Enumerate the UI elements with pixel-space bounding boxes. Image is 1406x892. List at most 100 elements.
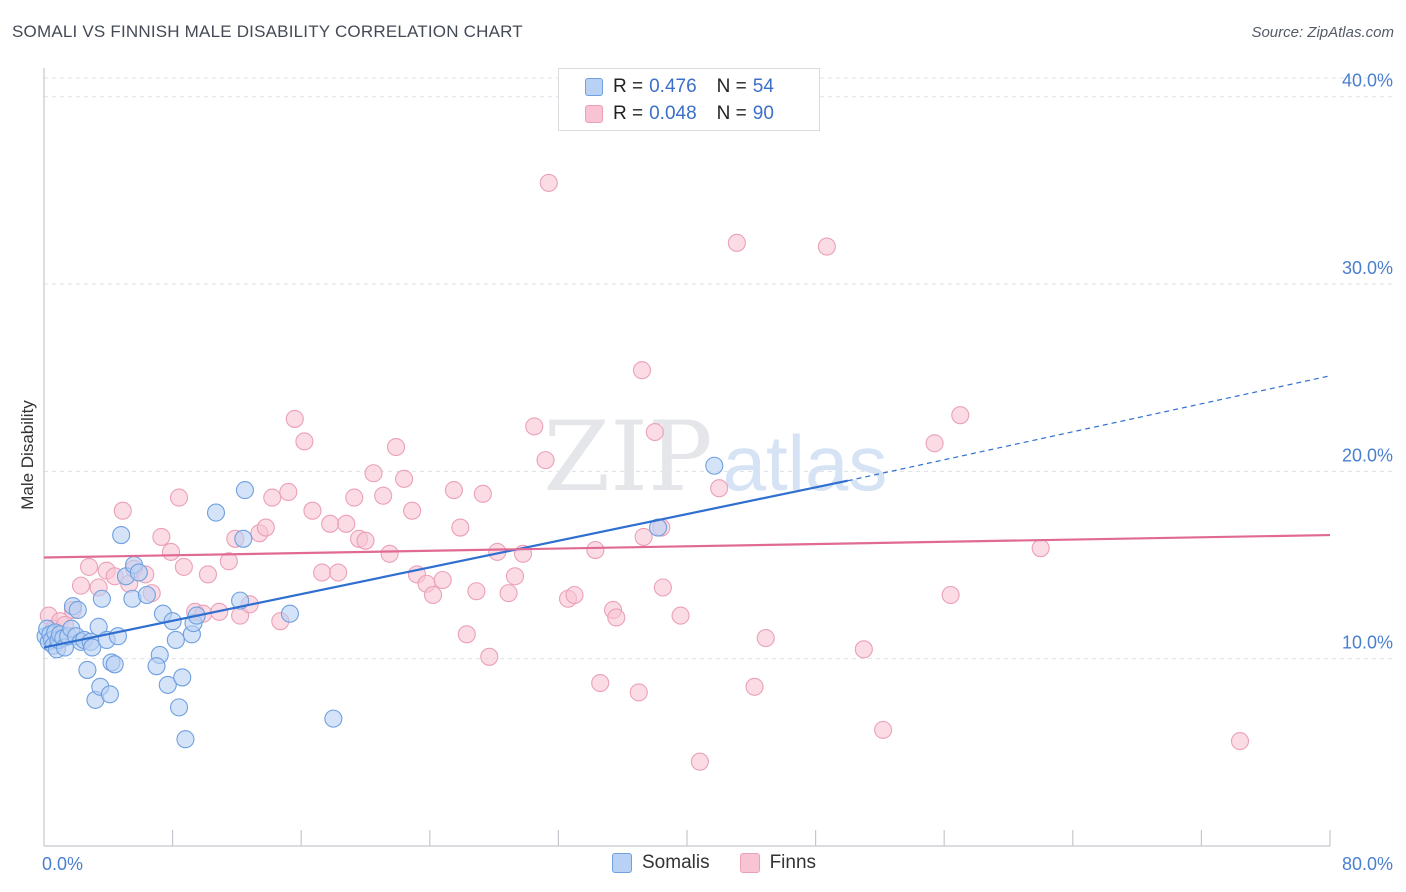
legend-n-label: N = [716,76,747,97]
tick-labels: 10.0% 20.0% 30.0% 40.0% 0.0% 80.0% [42,71,1393,874]
legend-r-label: R = [613,103,644,124]
finn-point [279,482,298,502]
legend-swatch-finns [739,853,760,873]
legend-swatch-somalis [585,78,603,96]
finn-point [480,647,499,666]
finn-point [356,531,375,550]
axes [43,68,1331,847]
finn-point [951,406,970,425]
somali-trend-line [43,479,848,649]
y-tick-label: 30.0% [1342,258,1393,278]
finn-point [380,544,399,563]
somali-point [324,709,343,728]
finn-point [174,557,193,576]
finn-point [364,464,383,483]
finn-point [71,576,91,595]
finn-point [295,432,314,451]
somali-point [206,503,226,522]
finn-point [321,514,340,533]
somali-point [176,730,195,749]
finn-point [386,437,406,457]
finn-point [169,488,189,507]
somali-point [169,698,189,717]
finn-point [1031,539,1050,558]
finn-point [256,518,275,537]
finn-point [565,585,584,605]
finn-point [671,606,690,625]
somali-point [137,585,156,605]
legend-n-label: N = [716,103,747,124]
watermark-atlas: atlas [723,419,888,507]
finn-point [451,518,470,537]
finn-point [645,422,664,442]
finn-point [690,752,709,771]
series-legend: Somalis Finns [612,852,846,874]
legend-row-finns: R = 0.048 N = 90 [585,103,774,125]
correlation-legend: R = 0.476 N = 54 R = 0.048 N = 90 [558,68,820,131]
finn-point [634,527,653,546]
gridlines [44,77,1392,660]
legend-label-finns: Finns [769,852,817,873]
finn-point [374,486,393,505]
finn-point [403,501,422,520]
legend-swatch-finns [585,105,603,123]
finn-point [539,173,558,192]
finn-point [152,527,171,546]
legend-r-value: 0.048 [649,103,697,124]
finn-point [536,451,555,470]
finn-point [303,501,322,520]
finn-point [854,640,873,659]
somali-point [173,668,192,687]
finn-point [505,567,525,586]
finn-point [198,565,218,584]
somali-point [83,638,102,657]
finn-point [433,570,452,590]
chart-title: SOMALI VS FINNISH MALE DISABILITY CORREL… [12,22,523,41]
finn-point [727,233,746,252]
legend-r-label: R = [613,76,644,97]
finn-point [313,563,332,582]
finn-point [817,237,836,256]
finn-point [423,585,443,605]
legend-item-somalis[interactable]: Somalis [612,852,710,874]
finn-point [1230,732,1250,751]
finn-point [329,563,348,582]
finn-point [710,479,729,498]
finn-point [345,488,364,507]
finn-point [337,514,356,533]
finn-point [941,585,960,605]
finn-point [632,361,652,380]
y-tick-label: 20.0% [1342,445,1393,465]
legend-n-value: 54 [752,76,774,97]
finn-point [653,578,672,597]
x-tick-label: 0.0% [42,854,83,874]
somali-trend-extension [847,375,1331,482]
somali-point [78,660,97,679]
legend-label-somalis: Somalis [642,852,710,873]
finn-point [499,584,518,603]
finn-trend-line [43,533,1331,559]
finn-point [113,501,132,520]
source-credit: Source: ZipAtlas.com [1251,24,1394,41]
finn-point [756,629,775,648]
finn-point [925,434,944,453]
somali-point [147,657,166,676]
series-somalis [36,456,724,749]
finn-point [263,488,282,507]
finn-point [874,720,893,739]
somali-point [705,456,724,475]
x-tick-label: 80.0% [1342,854,1393,874]
legend-item-finns[interactable]: Finns [739,852,817,874]
legend-swatch-somalis [612,853,632,873]
finn-point [161,542,181,561]
somali-point [158,675,177,694]
somali-point [92,589,111,608]
legend-row-somalis: R = 0.476 N = 54 [585,76,774,98]
somali-point [100,685,119,704]
finn-point [395,469,414,488]
y-tick-label: 40.0% [1342,71,1393,91]
finn-point [586,540,605,560]
somali-point [112,526,131,545]
trend-lines [43,375,1331,649]
somali-point [166,630,185,650]
